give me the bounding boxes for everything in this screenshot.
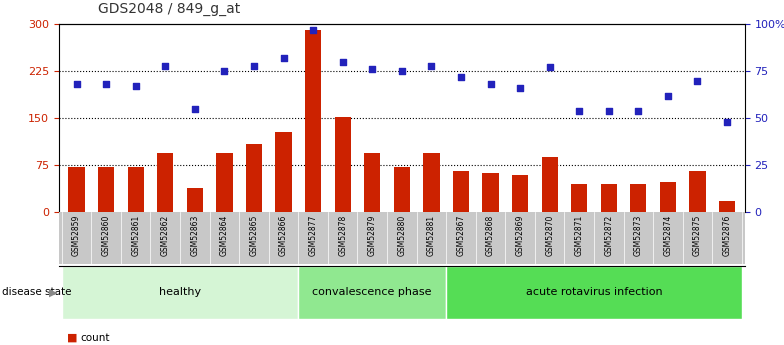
Text: GSM52881: GSM52881 (426, 215, 436, 256)
Bar (187, 188, 203, 212)
Point (603, 108, 615, 114)
Text: GSM52877: GSM52877 (309, 215, 318, 256)
Text: GSM52865: GSM52865 (249, 215, 259, 256)
Bar (305, 30, 321, 212)
Bar (128, 167, 143, 212)
Bar (394, 167, 410, 212)
Bar (542, 157, 557, 212)
Bar (689, 171, 706, 212)
Point (485, 81, 497, 87)
Text: GSM52869: GSM52869 (516, 215, 524, 256)
Point (514, 85, 526, 91)
Text: acute rotavirus infection: acute rotavirus infection (526, 287, 662, 297)
Point (278, 55, 290, 61)
Text: GSM52875: GSM52875 (693, 215, 702, 256)
Bar (62, 266, 298, 319)
Bar (482, 173, 499, 212)
Text: GSM52860: GSM52860 (102, 215, 111, 256)
Text: GSM52863: GSM52863 (191, 215, 199, 256)
Text: GSM52859: GSM52859 (72, 215, 81, 256)
Text: GSM52867: GSM52867 (456, 215, 466, 256)
Bar (719, 201, 735, 212)
Text: GDS2048 / 849_g_at: GDS2048 / 849_g_at (98, 1, 240, 16)
Text: GSM52878: GSM52878 (338, 215, 347, 256)
Point (100, 81, 112, 87)
Bar (335, 117, 350, 212)
Text: GSM52872: GSM52872 (604, 215, 613, 256)
Text: ■: ■ (67, 333, 77, 343)
Bar (275, 132, 292, 212)
Point (632, 108, 644, 114)
Text: count: count (81, 333, 111, 343)
Point (159, 63, 172, 68)
Bar (246, 145, 262, 212)
Bar (98, 167, 114, 212)
Text: GSM52871: GSM52871 (575, 215, 584, 256)
Bar (298, 266, 446, 319)
Bar (364, 152, 380, 212)
Point (71, 81, 83, 87)
Text: ▶: ▶ (49, 287, 58, 297)
Point (218, 68, 230, 74)
Point (425, 63, 437, 68)
Text: GSM52866: GSM52866 (279, 215, 288, 256)
Bar (660, 182, 676, 212)
Bar (453, 171, 469, 212)
Point (573, 108, 586, 114)
Text: GSM52861: GSM52861 (131, 215, 140, 256)
Point (366, 67, 379, 72)
Bar (68, 167, 85, 212)
Text: healthy: healthy (159, 287, 201, 297)
Text: GSM52873: GSM52873 (633, 215, 643, 256)
Text: disease state: disease state (2, 287, 71, 297)
Bar (216, 152, 233, 212)
Bar (630, 184, 647, 212)
Text: convalescence phase: convalescence phase (313, 287, 432, 297)
Point (307, 27, 319, 32)
Point (336, 59, 349, 65)
Point (395, 68, 408, 74)
Text: GSM52876: GSM52876 (723, 215, 731, 256)
Text: GSM52868: GSM52868 (486, 215, 495, 256)
Point (662, 93, 674, 98)
Text: GSM52870: GSM52870 (545, 215, 554, 256)
Point (455, 74, 467, 80)
Text: GSM52879: GSM52879 (368, 215, 377, 256)
Point (720, 119, 733, 125)
Point (188, 106, 201, 111)
Text: GSM52864: GSM52864 (220, 215, 229, 256)
Bar (423, 152, 440, 212)
Point (691, 78, 704, 83)
Text: GSM52880: GSM52880 (397, 215, 406, 256)
Point (248, 63, 260, 68)
Point (543, 65, 556, 70)
Text: GSM52874: GSM52874 (663, 215, 673, 256)
Bar (157, 152, 173, 212)
Point (129, 83, 142, 89)
Bar (601, 184, 617, 212)
Bar (446, 266, 742, 319)
Bar (571, 184, 587, 212)
Bar (512, 175, 528, 212)
Text: GSM52862: GSM52862 (161, 215, 170, 256)
